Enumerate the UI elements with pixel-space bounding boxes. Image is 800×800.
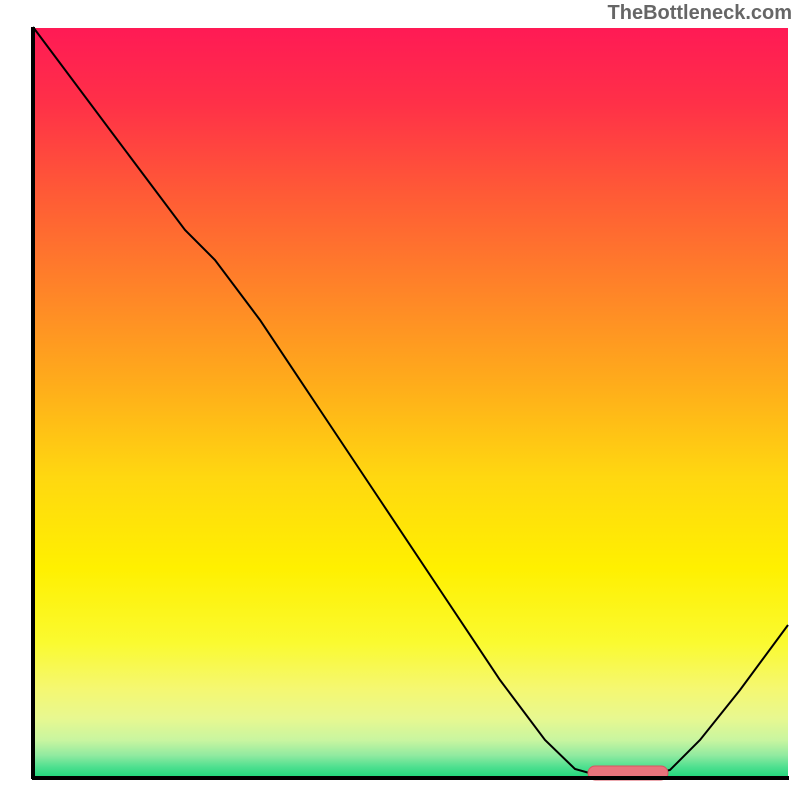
chart-svg (0, 0, 800, 800)
bottleneck-curve (33, 27, 788, 777)
watermark-text: TheBottleneck.com (608, 2, 792, 25)
bottleneck-chart: TheBottleneck.com (0, 0, 800, 800)
